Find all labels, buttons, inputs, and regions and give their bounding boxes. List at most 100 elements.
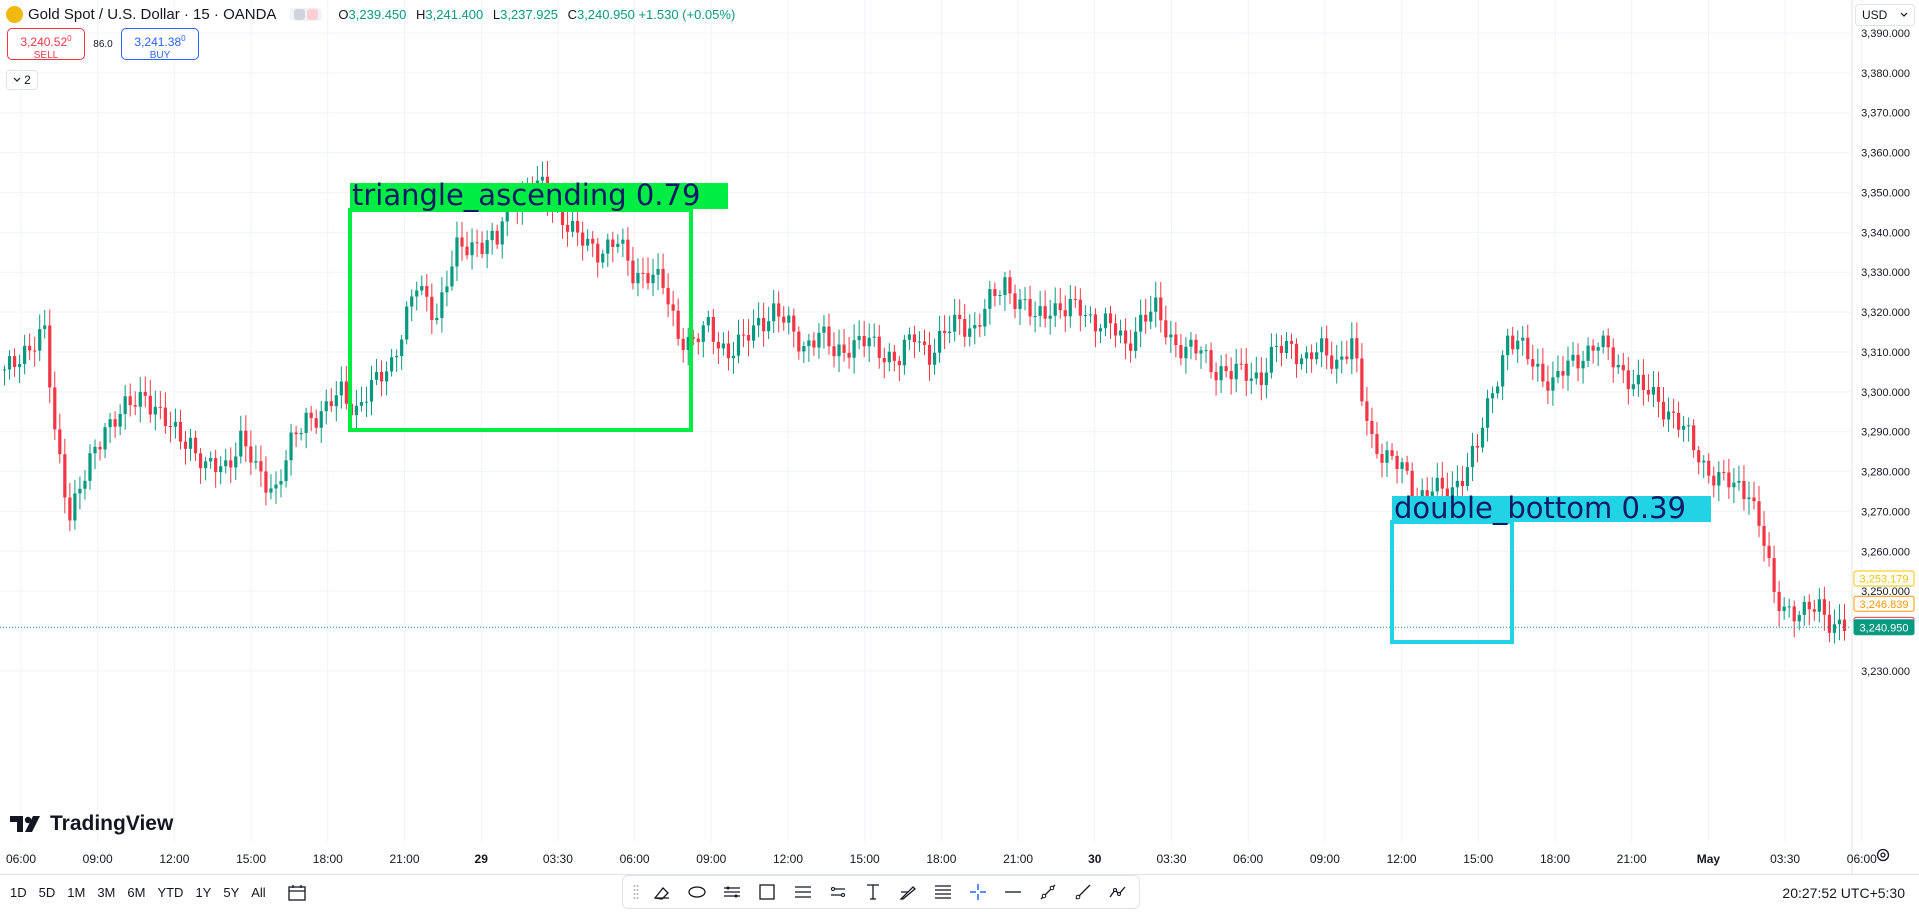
- candle-body[interactable]: [1008, 277, 1012, 294]
- candle-body[interactable]: [565, 225, 570, 232]
- candle-body[interactable]: [329, 401, 333, 407]
- candle-body[interactable]: [852, 340, 856, 358]
- candle-body[interactable]: [153, 406, 157, 415]
- candle-body[interactable]: [1692, 425, 1696, 451]
- candle-body[interactable]: [58, 429, 62, 455]
- candle-body[interactable]: [274, 484, 278, 489]
- market-status-badge[interactable]: [290, 7, 323, 21]
- candle-body[interactable]: [1058, 303, 1062, 311]
- candle-body[interactable]: [450, 266, 454, 287]
- candle-body[interactable]: [721, 343, 726, 349]
- candle-body[interactable]: [83, 480, 87, 489]
- candle-body[interactable]: [1234, 363, 1238, 380]
- candle-body[interactable]: [646, 273, 650, 284]
- candle-body[interactable]: [1149, 311, 1153, 322]
- candle-body[interactable]: [435, 317, 439, 321]
- candle-body[interactable]: [1782, 606, 1786, 611]
- candle-body[interactable]: [1792, 606, 1796, 622]
- candle-body[interactable]: [912, 334, 917, 343]
- range-button-ytd[interactable]: YTD: [157, 885, 184, 900]
- candle-body[interactable]: [777, 303, 781, 317]
- candle-body[interactable]: [902, 339, 906, 366]
- candle-body[interactable]: [78, 488, 82, 494]
- time-axis[interactable]: 06:00 09:00 12:00 15:00 18:00 21:00 29 03:30 06:…: [6, 852, 1877, 866]
- candle-body[interactable]: [33, 350, 37, 352]
- candle-body[interactable]: [726, 343, 731, 359]
- candle-body[interactable]: [214, 458, 218, 473]
- candle-body[interactable]: [1400, 462, 1404, 469]
- candle-body[interactable]: [1284, 341, 1289, 354]
- candle-body[interactable]: [1722, 472, 1726, 474]
- currency-select[interactable]: USD: [1855, 4, 1915, 26]
- candle-body[interactable]: [178, 421, 183, 442]
- candle-body[interactable]: [666, 287, 670, 305]
- candle-body[interactable]: [1606, 335, 1610, 348]
- candle-body[interactable]: [425, 286, 429, 297]
- candle-body[interactable]: [586, 238, 590, 246]
- candle-body[interactable]: [133, 405, 137, 407]
- candle-body[interactable]: [369, 379, 374, 402]
- candle-body[interactable]: [1299, 358, 1304, 365]
- candle-body[interactable]: [998, 294, 1002, 296]
- candle-body[interactable]: [1646, 390, 1651, 395]
- candle-body[interactable]: [1827, 614, 1832, 633]
- candle-body[interactable]: [1571, 354, 1575, 361]
- candle-body[interactable]: [1495, 386, 1500, 394]
- candle-body[interactable]: [1340, 356, 1344, 360]
- candle-body[interactable]: [661, 268, 665, 288]
- price-axis[interactable]: 3,390.000 3,380.000 3,370.000 3,360.000 3,35…: [1851, 0, 1915, 900]
- candle-body[interactable]: [1365, 401, 1369, 421]
- candle-body[interactable]: [88, 453, 92, 481]
- candle-body[interactable]: [691, 336, 695, 339]
- candle-body[interactable]: [1581, 360, 1585, 369]
- candle-body[interactable]: [98, 446, 102, 450]
- candle-body[interactable]: [460, 237, 464, 247]
- symbol-title[interactable]: Gold Spot / U.S. Dollar · 15 · OANDA: [28, 5, 277, 23]
- candle-body[interactable]: [591, 238, 595, 244]
- candle-body[interactable]: [163, 407, 167, 426]
- candle-body[interactable]: [973, 325, 977, 329]
- candle-body[interactable]: [862, 335, 866, 347]
- candle-body[interactable]: [1315, 352, 1319, 360]
- candle-body[interactable]: [485, 240, 489, 255]
- candle-body[interactable]: [354, 405, 359, 416]
- candle-body[interactable]: [1717, 472, 1721, 486]
- candle-body[interactable]: [148, 395, 152, 415]
- candle-body[interactable]: [1772, 558, 1776, 592]
- candle-body[interactable]: [1707, 460, 1711, 476]
- candle-body[interactable]: [1490, 393, 1495, 399]
- candle-body[interactable]: [772, 303, 776, 322]
- candle-body[interactable]: [872, 336, 876, 338]
- candle-body[interactable]: [1325, 338, 1329, 356]
- candle-body[interactable]: [113, 419, 117, 427]
- candle-body[interactable]: [1304, 352, 1309, 359]
- fib-icon[interactable]: [930, 878, 956, 906]
- candle-body[interactable]: [1088, 314, 1093, 316]
- candle-body[interactable]: [254, 461, 258, 463]
- candle-body[interactable]: [1596, 347, 1600, 351]
- candle-body[interactable]: [696, 338, 700, 342]
- pattern-icon[interactable]: [719, 878, 745, 906]
- candle-body[interactable]: [741, 334, 746, 336]
- candle-body[interactable]: [1511, 335, 1515, 350]
- candle-body[interactable]: [1435, 477, 1439, 492]
- candle-body[interactable]: [641, 272, 645, 274]
- candle-body[interactable]: [239, 430, 243, 457]
- candle-body[interactable]: [264, 471, 268, 493]
- candle-body[interactable]: [415, 290, 419, 297]
- candle-body[interactable]: [601, 253, 605, 263]
- candle-body[interactable]: [1762, 525, 1766, 546]
- candle-body[interactable]: [1682, 425, 1686, 430]
- candle-body[interactable]: [1742, 480, 1746, 500]
- candle-body[interactable]: [1370, 420, 1374, 435]
- candle-body[interactable]: [43, 325, 47, 330]
- candle-body[interactable]: [681, 338, 685, 351]
- candle-body[interactable]: [676, 310, 680, 339]
- candle-body[interactable]: [701, 325, 705, 342]
- candle-body[interactable]: [229, 460, 233, 468]
- candle-body[interactable]: [455, 237, 459, 267]
- path-icon[interactable]: [1105, 878, 1131, 906]
- range-button-5y[interactable]: 5Y: [223, 885, 240, 900]
- candle-body[interactable]: [1330, 355, 1334, 369]
